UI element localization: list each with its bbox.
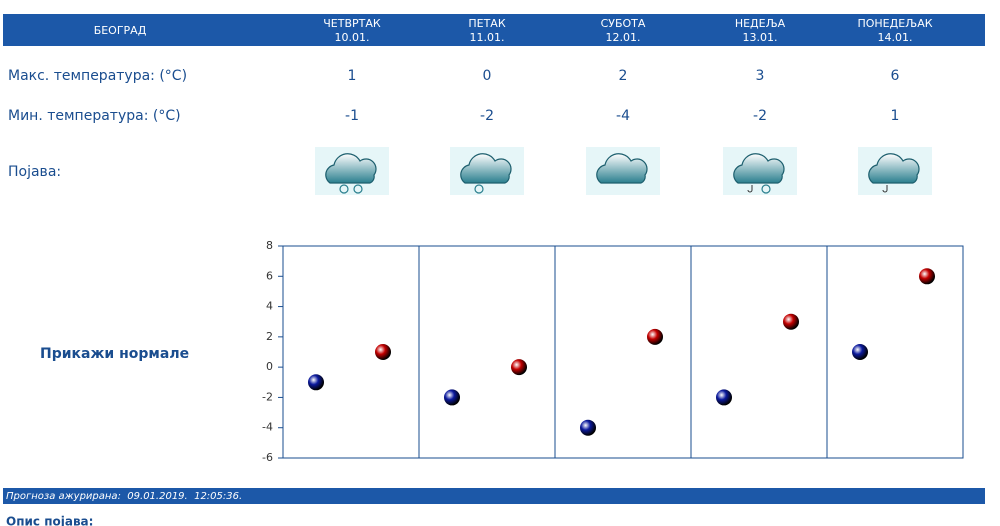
day-date: 12.01. bbox=[606, 31, 641, 44]
max-point bbox=[647, 328, 663, 345]
min-point bbox=[308, 374, 324, 391]
max-temp: 1 bbox=[348, 68, 357, 84]
max-point bbox=[511, 359, 527, 376]
y-tick-label: 2 bbox=[266, 330, 273, 343]
min-point bbox=[444, 389, 460, 406]
day-name: СУБОТА bbox=[601, 17, 646, 30]
day-name: ЧЕТВРТАК bbox=[323, 17, 381, 30]
cloud-icon bbox=[596, 153, 648, 184]
max-temp: 0 bbox=[483, 68, 492, 84]
snow-icon bbox=[474, 184, 484, 194]
min-temp: -2 bbox=[753, 108, 767, 124]
min-point bbox=[716, 389, 732, 406]
y-tick-label: -2 bbox=[262, 390, 273, 403]
snow-icon bbox=[761, 184, 771, 194]
y-tick-label: 4 bbox=[266, 300, 273, 313]
normals-link[interactable]: Прикажи нормале bbox=[40, 346, 189, 362]
snow-icon bbox=[339, 184, 349, 194]
cloud-icon bbox=[460, 153, 512, 184]
y-tick-label: 8 bbox=[266, 239, 273, 252]
max-temp: 2 bbox=[619, 68, 628, 84]
cloud-icon bbox=[733, 153, 785, 184]
day-name: ПЕТАК bbox=[468, 17, 505, 30]
y-tick-label: -4 bbox=[262, 421, 273, 434]
rain-icon bbox=[882, 185, 888, 193]
min-temp: -2 bbox=[480, 108, 494, 124]
cloud-icon bbox=[325, 153, 377, 184]
y-tick-label: 6 bbox=[266, 269, 273, 282]
max-point bbox=[783, 313, 799, 330]
max-temp: 3 bbox=[756, 68, 765, 84]
min-point bbox=[852, 344, 868, 360]
city: БЕОГРАД bbox=[94, 24, 147, 37]
row-label: Мин. температура: (°C) bbox=[8, 108, 181, 124]
row-label: Макс. температура: (°C) bbox=[8, 68, 187, 84]
min-temp: -4 bbox=[616, 108, 630, 124]
min-temp: 1 bbox=[891, 108, 900, 124]
min-point bbox=[580, 419, 596, 436]
rain-icon bbox=[747, 185, 753, 193]
max-point bbox=[919, 268, 935, 285]
header-bar bbox=[3, 14, 985, 46]
min-temp: -1 bbox=[345, 108, 359, 124]
cloud-icon bbox=[868, 153, 920, 184]
y-tick-label: -6 bbox=[262, 451, 273, 464]
row-label: Појава: bbox=[8, 164, 61, 180]
day-date: 14.01. bbox=[878, 31, 913, 44]
bottom-text: Опис појава: bbox=[6, 515, 93, 526]
day-date: 10.01. bbox=[335, 31, 370, 44]
snow-icon bbox=[353, 184, 363, 194]
footer-bar bbox=[3, 488, 985, 504]
day-name: ПОНЕДЕЉАК bbox=[857, 17, 932, 30]
max-point bbox=[375, 344, 391, 360]
updated: Прогноза ажурирана: 09.01.2019. 12:05:36… bbox=[6, 491, 242, 502]
plot-frame bbox=[282, 245, 964, 459]
day-name: НЕДЕЉА bbox=[735, 17, 786, 30]
max-temp: 6 bbox=[891, 68, 900, 84]
day-date: 11.01. bbox=[470, 31, 505, 44]
y-tick-label: 0 bbox=[266, 360, 273, 373]
day-date: 13.01. bbox=[743, 31, 778, 44]
